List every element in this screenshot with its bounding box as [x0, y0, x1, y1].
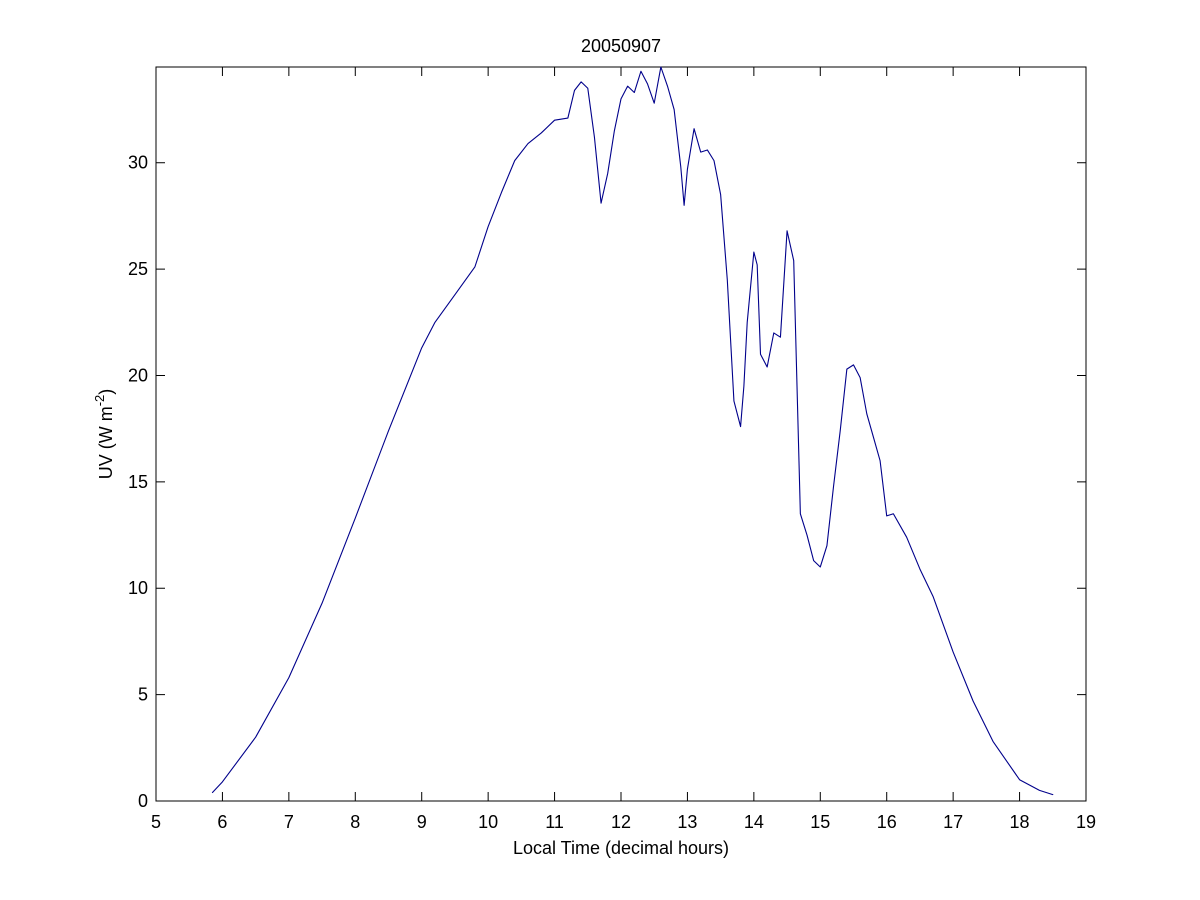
- plot-area: [155, 66, 1087, 802]
- x-axis-label: Local Time (decimal hours): [513, 838, 729, 858]
- x-tick-label: 7: [284, 812, 294, 832]
- x-tick-label: 6: [217, 812, 227, 832]
- x-tick-label: 19: [1076, 812, 1096, 832]
- x-tick-label: 12: [611, 812, 631, 832]
- y-axis-label-suffix: ): [96, 389, 116, 395]
- x-tick-label: 8: [350, 812, 360, 832]
- y-tick-label: 20: [128, 365, 148, 385]
- x-tick-label: 5: [151, 812, 161, 832]
- x-tick-label: 15: [810, 812, 830, 832]
- x-tick-label: 11: [545, 812, 564, 832]
- y-tick-label: 0: [138, 791, 148, 811]
- series-line-0: [211, 66, 1054, 796]
- y-axis-ticks: 0 5 10 15 20 25 30: [128, 153, 1086, 811]
- chart-title: 20050907: [581, 36, 661, 56]
- x-tick-label: 13: [677, 812, 697, 832]
- y-axis-label: UV (W m-2): [92, 389, 116, 480]
- y-tick-label: 5: [138, 685, 148, 705]
- x-tick-label: 10: [478, 812, 498, 832]
- y-tick-label: 15: [128, 472, 148, 492]
- y-tick-label: 30: [128, 153, 148, 173]
- x-tick-label: 9: [417, 812, 427, 832]
- y-tick-label: 10: [128, 578, 148, 598]
- y-tick-label: 25: [128, 259, 148, 279]
- x-tick-label: 14: [744, 812, 764, 832]
- y-axis-label-superscript: -2: [92, 395, 107, 407]
- x-tick-label: 16: [877, 812, 897, 832]
- x-tick-label: 18: [1010, 812, 1030, 832]
- x-tick-label: 17: [943, 812, 963, 832]
- series-group: [211, 66, 1054, 796]
- x-axis-ticks: 5 6 7 8 9 10 11 12 13 14 15 16 17 18 19: [151, 67, 1096, 832]
- y-axis-label-base: UV (W m: [96, 406, 116, 479]
